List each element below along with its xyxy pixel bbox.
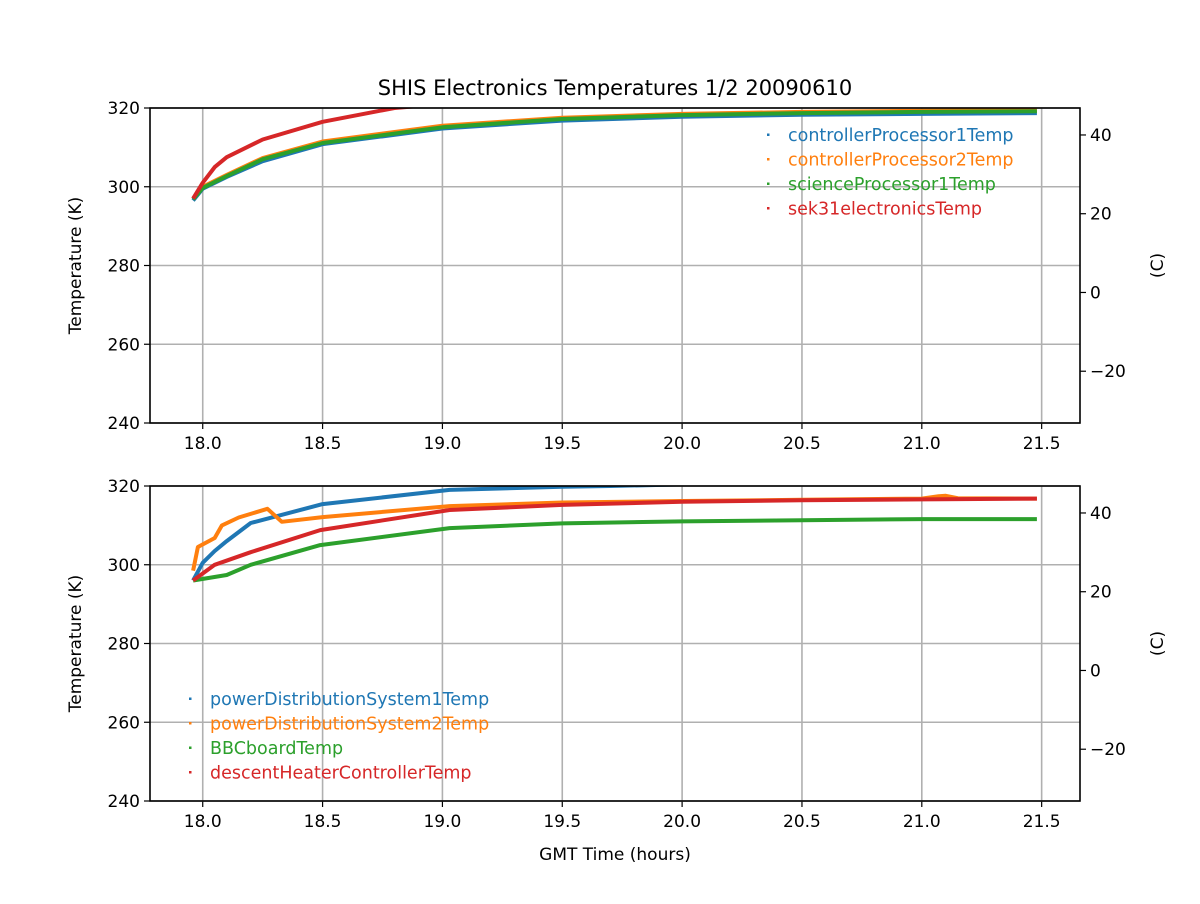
y-tick-label: 280 [108, 257, 140, 277]
legend-label: powerDistributionSystem1Temp [210, 690, 489, 710]
y2-tick-label: 0 [1090, 661, 1101, 681]
series-line-powerDistributionSystem2Temp [191, 493, 1037, 572]
axes-frame [149, 107, 1081, 424]
y2-tick-label: 20 [1090, 583, 1112, 603]
legend-marker [767, 133, 770, 136]
legend-marker [189, 722, 192, 725]
series-line-sek31electronicsTemp [191, 108, 420, 200]
y2-tick-label: −20 [1090, 362, 1126, 382]
y-tick-label: 320 [108, 477, 140, 497]
y-axis-label: Temperature (K) [66, 575, 86, 714]
series-line-BBCboardTemp [192, 517, 1037, 583]
series-group [191, 486, 1037, 583]
y2-tick-label: 20 [1090, 205, 1112, 225]
legend-label: descentHeaterControllerTemp [210, 764, 472, 784]
legend-marker [189, 746, 192, 749]
y-tick-label: 300 [108, 178, 140, 198]
legend-marker [767, 207, 770, 210]
x-tick-label: 20.5 [783, 434, 821, 454]
series-line-scienceProcessor1Temp [191, 109, 1037, 201]
x-tick-label: 20.5 [783, 812, 821, 832]
y-axis-label: Temperature (K) [66, 197, 86, 336]
y-tick-label: 260 [108, 335, 140, 355]
y2-tick-label: 40 [1090, 126, 1112, 146]
y-tick-label: 280 [108, 635, 140, 655]
legend-label: controllerProcessor2Temp [788, 151, 1014, 171]
x-axis-label: GMT Time (hours) [539, 845, 691, 865]
y-tick-label: 240 [108, 792, 140, 812]
y-tick-label: 260 [108, 713, 140, 733]
legend-label: sek31electronicsTemp [788, 200, 982, 220]
x-tick-label: 21.5 [1023, 812, 1061, 832]
x-tick-label: 19.0 [423, 434, 461, 454]
x-tick-label: 21.0 [903, 434, 941, 454]
legend-label: powerDistributionSystem2Temp [210, 715, 489, 735]
y-tick-label: 320 [108, 99, 140, 119]
y-tick-label: 300 [108, 556, 140, 576]
x-tick-label: 20.0 [663, 812, 701, 832]
chart-title: SHIS Electronics Temperatures 1/2 200906… [378, 76, 852, 100]
y2-axis-label: (C) [1148, 253, 1168, 278]
legend-label: scienceProcessor1Temp [788, 175, 996, 195]
series-group [191, 108, 1037, 202]
legend-marker [767, 158, 770, 161]
x-tick-label: 21.5 [1023, 434, 1061, 454]
legend-label: BBCboardTemp [210, 739, 343, 759]
x-tick-label: 19.5 [543, 434, 581, 454]
series-line-descentHeaterControllerTemp [191, 496, 1037, 583]
x-tick-label: 18.5 [304, 812, 342, 832]
panel-2: 18.0 18.5 19.0 19.5 20.0 20.5 21.0 21.5 240 260 28… [66, 477, 1168, 832]
x-tick-label: 18.5 [304, 434, 342, 454]
y2-tick-label: −20 [1090, 740, 1126, 760]
x-tick-label: 20.0 [663, 434, 701, 454]
x-tick-label: 18.0 [184, 812, 222, 832]
legend-marker [189, 771, 192, 774]
x-tick-label: 19.0 [423, 812, 461, 832]
x-tick-label: 19.5 [543, 812, 581, 832]
y-tick-label: 240 [108, 414, 140, 434]
axes-frame [149, 485, 1081, 802]
panel-1: 18.0 18.5 19.0 19.5 20.0 20.5 21.0 21.5 240 260 28… [66, 99, 1168, 454]
y2-tick-label: 0 [1090, 283, 1101, 303]
legend-label: controllerProcessor1Temp [788, 126, 1014, 146]
y2-tick-label: 40 [1090, 504, 1112, 524]
legend-marker [189, 697, 192, 700]
x-tick-label: 21.0 [903, 812, 941, 832]
series-line-powerDistributionSystem1Temp [191, 486, 724, 582]
x-tick-label: 18.0 [184, 434, 222, 454]
y2-axis-label: (C) [1148, 631, 1168, 656]
legend-marker [767, 182, 770, 185]
